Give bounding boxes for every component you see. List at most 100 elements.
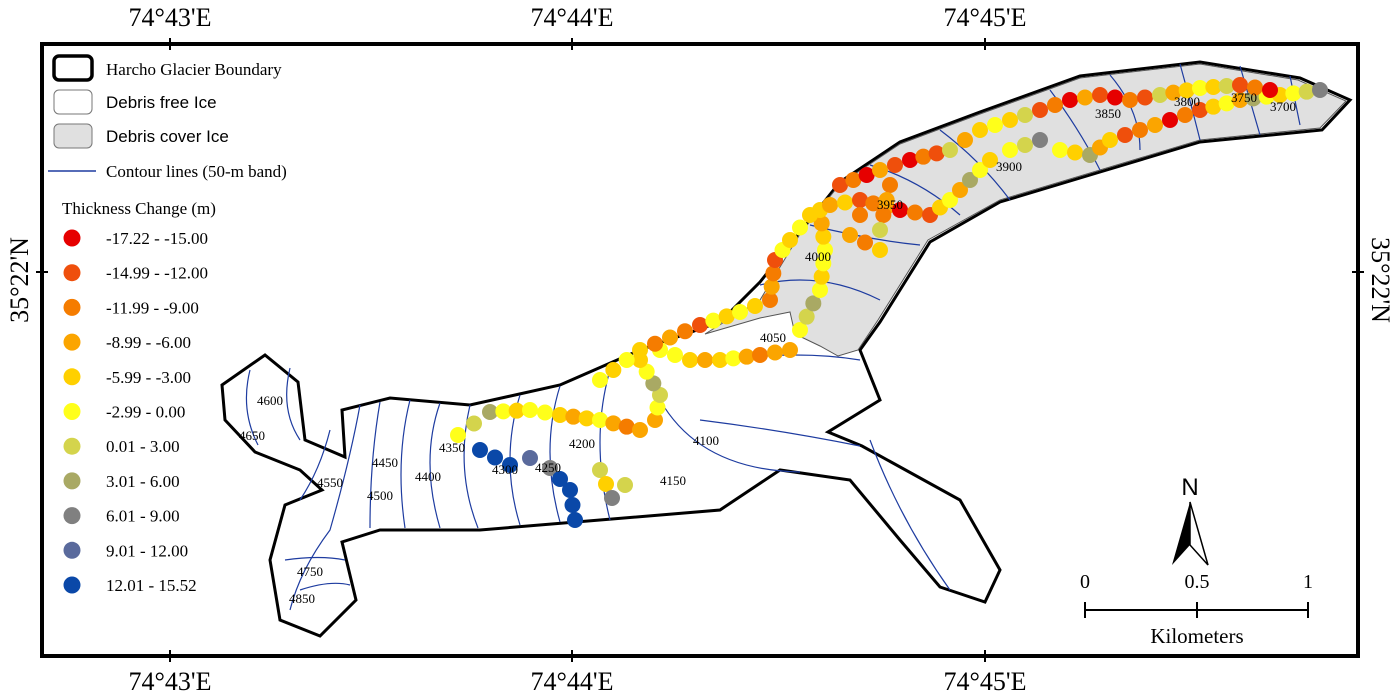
survey-point — [649, 399, 666, 416]
survey-point — [1002, 142, 1018, 158]
scale-label: 0 — [1080, 571, 1090, 593]
survey-point — [562, 482, 578, 498]
survey-point — [942, 192, 958, 208]
legend: Harcho Glacier Boundary Debris free Ice … — [48, 54, 287, 595]
survey-point — [1052, 142, 1068, 158]
survey-point — [565, 408, 582, 425]
contour-label: 4500 — [367, 488, 393, 503]
survey-point — [705, 312, 722, 329]
survey-point — [1247, 79, 1263, 96]
survey-point — [567, 512, 583, 528]
survey-point — [1178, 82, 1195, 99]
survey-point — [645, 375, 662, 392]
survey-point — [1205, 79, 1222, 95]
survey-point — [632, 342, 648, 358]
survey-point — [972, 122, 988, 138]
survey-point — [508, 402, 525, 419]
survey-point — [928, 145, 945, 162]
survey-point — [765, 265, 782, 282]
survey-point — [872, 222, 888, 238]
survey-point — [682, 352, 698, 368]
survey-point — [718, 308, 735, 325]
survey-point — [1177, 107, 1193, 123]
survey-point — [763, 278, 780, 295]
survey-point — [875, 207, 892, 223]
survey-point — [1107, 89, 1123, 106]
legend-class-swatch — [63, 437, 81, 455]
survey-point — [667, 347, 683, 363]
survey-point — [732, 304, 748, 320]
legend-class-label: 12.01 - 15.52 — [106, 576, 197, 595]
survey-point — [647, 412, 663, 428]
survey-point — [652, 387, 668, 403]
survey-point — [805, 295, 822, 312]
survey-point — [1067, 144, 1083, 161]
legend-class-swatch — [63, 298, 81, 316]
survey-point — [962, 172, 978, 188]
survey-point — [618, 418, 635, 435]
survey-point — [1077, 89, 1093, 106]
survey-point — [738, 348, 755, 365]
contour-label: 3900 — [996, 159, 1022, 174]
survey-point — [472, 442, 488, 458]
survey-point — [522, 450, 538, 466]
survey-point — [1062, 92, 1078, 108]
legend-class-label: -17.22 - -15.00 — [106, 229, 208, 248]
neatline — [40, 42, 1360, 658]
survey-point — [1092, 87, 1108, 103]
contour-label: 4200 — [569, 436, 595, 451]
legend-class-swatch — [63, 333, 81, 351]
survey-point — [822, 197, 838, 213]
survey-point — [792, 219, 808, 236]
survey-point — [1218, 95, 1235, 112]
survey-point — [952, 182, 968, 198]
survey-point — [817, 242, 833, 258]
contour-label: 3800 — [1174, 94, 1200, 109]
survey-point — [907, 204, 923, 221]
survey-point — [1122, 92, 1138, 108]
survey-point — [617, 477, 633, 493]
contour-label: 3750 — [1231, 90, 1257, 105]
contour-label: 4400 — [415, 469, 441, 484]
survey-point — [632, 422, 648, 438]
contour-label: 4300 — [492, 462, 518, 477]
survey-point — [852, 192, 868, 208]
legend-class-label: 0.01 - 3.00 — [106, 437, 180, 456]
legend-class-swatch — [63, 264, 81, 282]
survey-point — [813, 215, 830, 232]
survey-point — [802, 207, 818, 223]
survey-point — [767, 344, 783, 361]
survey-point — [495, 403, 512, 420]
north-arrow-left — [1172, 502, 1190, 565]
contour-label: 4450 — [372, 455, 398, 470]
survey-point — [872, 162, 888, 178]
survey-point — [752, 347, 768, 363]
survey-point — [487, 449, 503, 466]
survey-point — [957, 132, 973, 148]
survey-point — [604, 490, 620, 506]
survey-point — [450, 427, 466, 443]
contour-label: 3950 — [877, 197, 903, 212]
survey-point — [1298, 83, 1315, 100]
survey-point — [564, 497, 581, 513]
survey-point — [482, 404, 498, 420]
survey-point — [1165, 84, 1182, 101]
survey-point — [902, 152, 918, 168]
scale-label: 1 — [1303, 571, 1313, 593]
graticule-label: 74°44'E — [531, 667, 614, 696]
survey-point — [552, 407, 568, 423]
survey-point — [1047, 97, 1063, 113]
contour-label: 4150 — [660, 473, 686, 488]
graticule-label: 35°22'N — [5, 237, 34, 323]
contour-label: 4550 — [317, 475, 343, 490]
survey-point — [872, 242, 888, 258]
scale-bar — [1084, 602, 1309, 618]
survey-point — [942, 142, 958, 158]
survey-point — [845, 172, 862, 188]
survey-point — [466, 415, 482, 432]
contour-label: 4600 — [257, 393, 283, 408]
survey-point — [1017, 107, 1033, 123]
survey-point — [542, 460, 558, 476]
survey-point — [815, 255, 832, 272]
